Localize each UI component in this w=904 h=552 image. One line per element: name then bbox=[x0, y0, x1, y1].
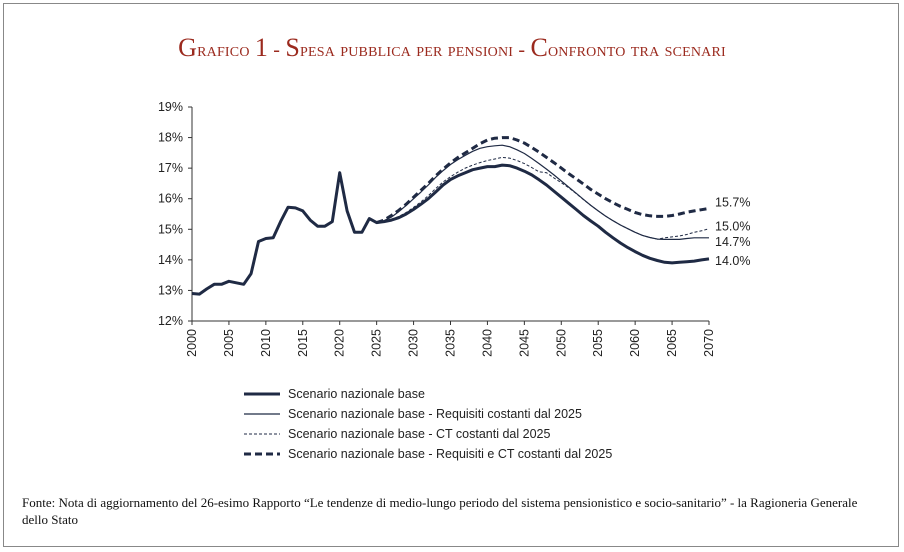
legend-label: Scenario nazionale base - CT costanti da… bbox=[288, 427, 551, 441]
x-tick-label: 2065 bbox=[665, 329, 679, 357]
legend-label: Scenario nazionale base bbox=[288, 387, 425, 401]
x-tick-label: 2055 bbox=[591, 329, 605, 357]
y-tick-label: 19% bbox=[158, 100, 183, 114]
legend-item: Scenario nazionale base - Requisiti e CT… bbox=[244, 444, 612, 464]
y-tick-label: 15% bbox=[158, 222, 183, 236]
legend: Scenario nazionale base Scenario nazional… bbox=[244, 384, 612, 464]
end-value-label: 15.0% bbox=[715, 220, 750, 234]
y-tick-label: 14% bbox=[158, 253, 183, 267]
end-value-label: 14.7% bbox=[715, 235, 750, 249]
legend-swatch bbox=[244, 452, 280, 456]
x-tick-label: 2005 bbox=[222, 329, 236, 357]
x-tick-label: 2015 bbox=[296, 329, 310, 357]
legend-label: Scenario nazionale base - Requisiti cost… bbox=[288, 407, 582, 421]
legend-swatch bbox=[244, 413, 280, 415]
y-tick-label: 16% bbox=[158, 192, 183, 206]
x-tick-label: 2060 bbox=[628, 329, 642, 357]
end-value-label: 14.0% bbox=[715, 254, 750, 268]
legend-item: Scenario nazionale base - CT costanti da… bbox=[244, 424, 612, 444]
x-tick-label: 2050 bbox=[554, 329, 568, 357]
x-tick-label: 2025 bbox=[370, 329, 384, 357]
legend-label: Scenario nazionale base - Requisiti e CT… bbox=[288, 447, 613, 461]
x-tick-label: 2045 bbox=[517, 329, 531, 357]
end-value-label: 15.7% bbox=[715, 195, 750, 209]
line-chart: 12% 13% 14% 15% 16% 17% 18% 19% 2000 2005 2010 2015… bbox=[158, 100, 750, 357]
x-tick-label: 2000 bbox=[185, 329, 199, 357]
x-tick-label: 2030 bbox=[407, 329, 421, 357]
x-tick-label: 2040 bbox=[480, 329, 494, 357]
x-tick-label: 2010 bbox=[259, 329, 273, 357]
chart-title: Grafico 1 - Spesa pubblica per pensioni … bbox=[178, 33, 726, 62]
legend-swatch bbox=[244, 433, 280, 435]
x-tick-label: 2070 bbox=[702, 329, 716, 357]
y-tick-label: 17% bbox=[158, 161, 183, 175]
legend-swatch bbox=[244, 392, 280, 396]
series-line-0 bbox=[191, 163, 710, 296]
x-tick-label: 2020 bbox=[333, 329, 347, 357]
legend-item: Scenario nazionale base - Requisiti cost… bbox=[244, 404, 612, 424]
y-tick-label: 12% bbox=[158, 314, 183, 328]
y-tick-label: 13% bbox=[158, 283, 183, 297]
x-tick-label: 2035 bbox=[444, 329, 458, 357]
source-note: Fonte: Nota di aggiornamento del 26-esim… bbox=[22, 495, 858, 527]
series-line-1 bbox=[376, 144, 709, 240]
series-line-3 bbox=[376, 136, 710, 225]
chart-frame bbox=[3, 3, 899, 547]
y-tick-label: 18% bbox=[158, 131, 183, 145]
legend-item: Scenario nazionale base bbox=[244, 384, 612, 404]
